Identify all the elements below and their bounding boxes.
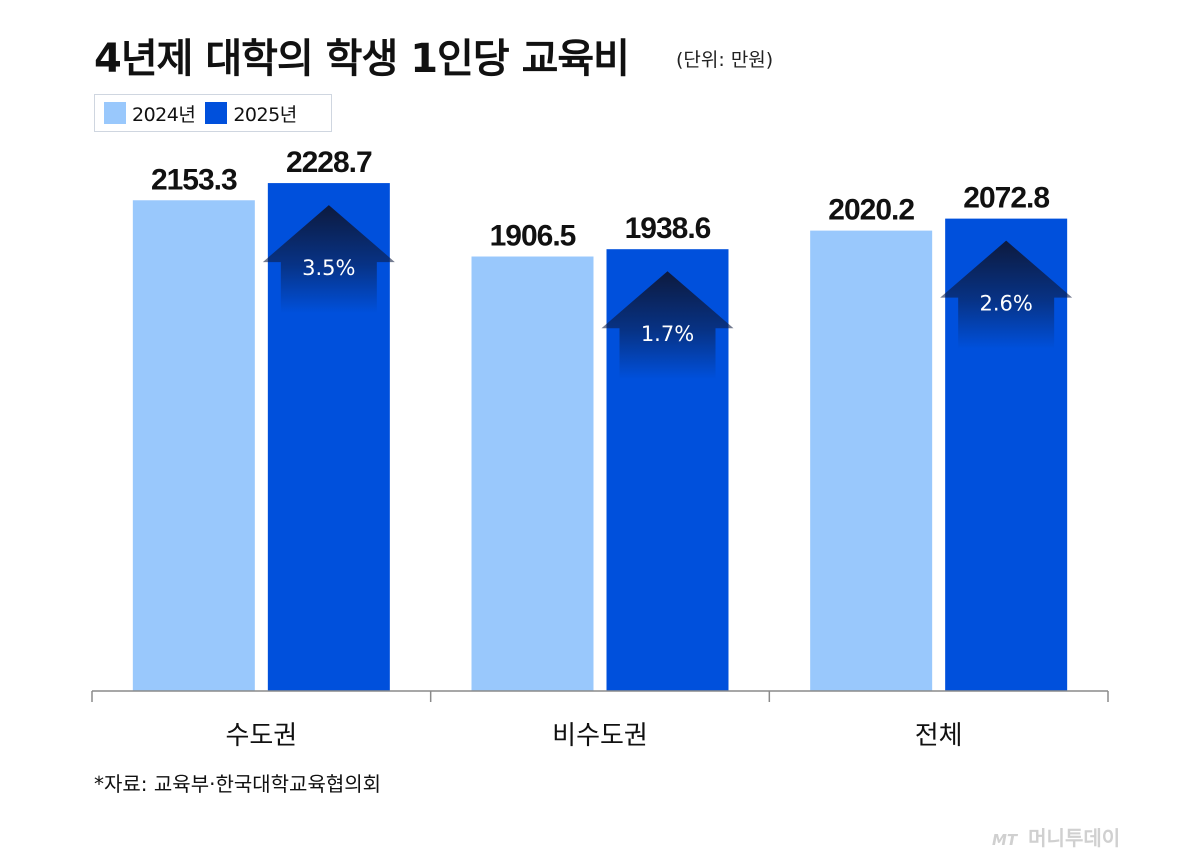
growth-label-1: 3.5% (302, 256, 355, 280)
legend-swatch-2025 (205, 102, 228, 124)
unit-label: (단위: 만원) (676, 49, 774, 71)
category-label-1: 수도권 (225, 721, 297, 751)
growth-label-2: 1.7% (641, 322, 694, 346)
legend-item-2024: 2024년 (104, 100, 196, 127)
legend: 2024년 2025년 (94, 94, 332, 132)
bar-2024-2 (471, 256, 594, 691)
publisher-logo: MT 머니투데이 (992, 822, 1120, 851)
growth-arrow-3 (940, 240, 1073, 349)
legend-swatch-2024 (104, 102, 126, 124)
legend-label-2025: 2025년 (233, 103, 297, 126)
category-label-3: 전체 (915, 721, 963, 751)
legend-label-2024: 2024년 (132, 103, 196, 126)
value-label-2025-2: 1938.6 (625, 212, 711, 245)
value-label-2024-3: 2020.2 (828, 194, 914, 227)
bar-2024-1 (132, 200, 255, 691)
logo-mark: MT (992, 831, 1018, 849)
growth-label-3: 2.6% (979, 292, 1032, 316)
legend-item-2025: 2025년 (205, 100, 297, 127)
value-label-2025-3: 2072.8 (963, 182, 1049, 215)
logo-text: 머니투데이 (1028, 826, 1121, 850)
source-note: *자료: 교육부·한국대학교육협의회 (94, 772, 382, 796)
growth-arrow-2 (601, 271, 734, 380)
chart-title: 4년제 대학의 학생 1인당 교육비 (94, 36, 630, 82)
growth-arrow-1 (262, 205, 395, 314)
value-label-2024-1: 2153.3 (151, 163, 237, 196)
value-label-2024-2: 1906.5 (490, 220, 576, 253)
category-label-2: 비수도권 (552, 721, 648, 751)
bar-2024-3 (810, 230, 933, 692)
value-label-2025-1: 2228.7 (286, 146, 372, 179)
